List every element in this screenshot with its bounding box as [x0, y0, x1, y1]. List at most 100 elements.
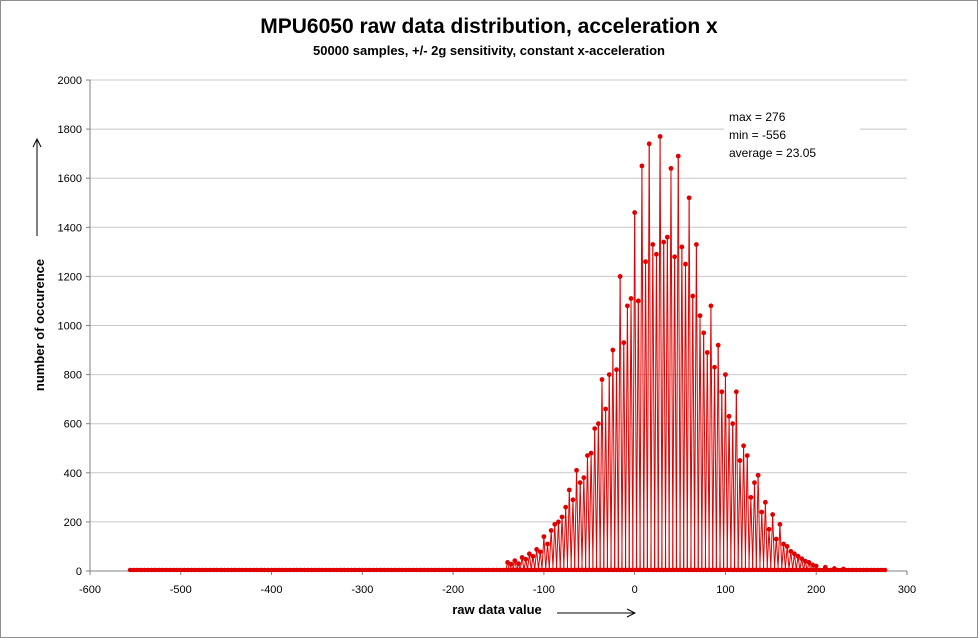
series-spike	[563, 507, 567, 572]
stats-annotation: max = 276 min = -556 average = 23.05	[724, 108, 860, 166]
series-spike	[581, 477, 585, 572]
series-spike	[603, 408, 607, 572]
baseline-point	[469, 567, 474, 573]
baseline-point	[378, 567, 383, 573]
y-tick-label: 1800	[58, 124, 82, 136]
data-point	[530, 553, 536, 559]
baseline-point	[185, 567, 191, 573]
baseline-point	[596, 567, 601, 573]
data-point	[813, 563, 819, 569]
baseline-point	[349, 567, 354, 573]
data-point	[552, 521, 558, 527]
baseline-point	[251, 567, 256, 573]
x-axis-arrow	[557, 608, 637, 618]
series-spike	[621, 342, 625, 572]
data-point	[777, 521, 783, 527]
data-point	[661, 239, 667, 245]
series-spike	[628, 298, 632, 572]
baseline-point	[792, 567, 797, 573]
baseline-point	[872, 567, 877, 573]
series-spike	[577, 482, 581, 572]
series-spike	[624, 305, 628, 572]
baseline-point	[145, 567, 151, 573]
series-spike	[541, 536, 545, 572]
series-spike	[650, 244, 654, 572]
baseline-point	[156, 567, 162, 573]
series-spike	[748, 497, 752, 572]
baseline-point	[403, 567, 409, 573]
data-point	[788, 548, 794, 554]
data-point	[766, 526, 772, 532]
data-point	[519, 555, 525, 560]
data-point	[657, 134, 663, 139]
data-point	[841, 566, 846, 572]
baseline-point	[636, 567, 641, 573]
baseline-point	[726, 567, 732, 573]
data-point	[505, 560, 510, 565]
series-spike	[779, 524, 783, 572]
baseline-point	[745, 567, 750, 573]
data-point	[646, 141, 652, 147]
data-point	[781, 541, 786, 547]
data-point	[595, 421, 601, 427]
series-spike	[526, 553, 530, 572]
baseline-point	[131, 567, 136, 573]
y-tick-label: 800	[64, 370, 82, 382]
baseline-point	[628, 567, 634, 573]
data-point	[822, 564, 828, 570]
data-point	[726, 413, 732, 419]
series-spike	[751, 482, 755, 572]
data-point	[792, 551, 797, 557]
baseline-point	[447, 567, 452, 573]
x-tick-label: 100	[716, 584, 734, 596]
data-point	[744, 453, 750, 459]
baseline-point	[331, 567, 336, 573]
baseline-point	[621, 567, 626, 573]
baseline-point	[574, 567, 579, 573]
series-spike	[584, 455, 588, 572]
data-point	[570, 497, 576, 503]
series-spike	[722, 374, 726, 572]
baseline-point	[265, 567, 271, 573]
baseline-point	[617, 567, 623, 573]
data-point	[632, 210, 638, 215]
series-spike	[668, 168, 672, 572]
series-spike	[795, 556, 799, 572]
baseline-point	[254, 567, 260, 573]
baseline-point	[407, 567, 412, 573]
data-point	[523, 556, 529, 562]
y-tick-label: 0	[76, 566, 82, 578]
baseline-point	[679, 567, 685, 573]
baseline-point	[527, 567, 532, 573]
baseline-point	[734, 567, 739, 573]
baseline-point	[371, 567, 376, 573]
series-spike	[635, 300, 639, 572]
baseline-point	[556, 567, 561, 573]
data-point	[635, 298, 641, 304]
series-spike	[566, 489, 570, 572]
series-spike	[735, 391, 739, 572]
series-spike	[764, 502, 768, 572]
baseline-point	[225, 567, 231, 573]
series-spike	[770, 514, 774, 572]
baseline-point	[559, 567, 565, 573]
data-point	[628, 296, 634, 301]
baseline-point	[142, 567, 147, 573]
annotation-average: average = 23.05	[729, 146, 816, 160]
baseline-point	[857, 567, 862, 573]
baseline-point	[501, 567, 507, 573]
data-point	[643, 259, 648, 265]
baseline-point	[650, 567, 656, 573]
series-spike	[661, 242, 665, 572]
data-point	[683, 261, 688, 267]
series-spike	[762, 502, 766, 572]
baseline-point	[214, 567, 220, 573]
baseline-point	[752, 567, 757, 573]
data-point	[770, 512, 776, 517]
baseline-point	[196, 567, 202, 573]
series-red	[127, 134, 888, 573]
baseline-point	[610, 567, 616, 573]
series-spike	[737, 460, 741, 572]
baseline-point	[763, 567, 768, 573]
